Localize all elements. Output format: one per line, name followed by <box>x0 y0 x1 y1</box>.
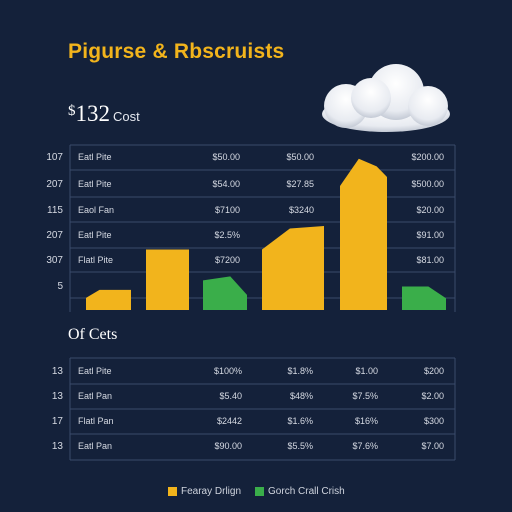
cell-value: $27.85 <box>286 179 314 189</box>
cell-value: $200 <box>424 366 444 376</box>
cell-value: $7.00 <box>421 441 444 451</box>
cell-value: $91.00 <box>416 230 444 240</box>
bar <box>86 289 131 310</box>
cell-value: $16% <box>355 416 378 426</box>
legend-swatch-green <box>255 487 265 496</box>
cell-value: $7100 <box>215 205 240 215</box>
cell-value: $50.00 <box>212 152 240 162</box>
bar <box>340 158 387 310</box>
cell-value: $5.40 <box>219 391 242 401</box>
bar <box>262 226 324 310</box>
cell-value: $3240 <box>289 205 314 215</box>
row-number: 207 <box>46 230 63 241</box>
row-label: Eatl Pite <box>78 230 112 240</box>
cell-value: $1.8% <box>287 366 313 376</box>
cell-value: $54.00 <box>212 179 240 189</box>
row-number: 17 <box>52 416 64 427</box>
row-number: 107 <box>46 152 63 163</box>
cost-label: Cost <box>113 109 140 124</box>
row-label: Flatl Pite <box>78 255 113 265</box>
row-number: 13 <box>52 391 64 402</box>
cell-value: $90.00 <box>214 441 242 451</box>
cell-value: $7.5% <box>352 391 378 401</box>
legend-swatch-yellow <box>168 487 177 496</box>
cell-value: $7.6% <box>352 441 378 451</box>
cell-value: $2.00 <box>421 391 444 401</box>
bar <box>203 276 247 310</box>
cell-value: $5.5% <box>287 441 313 451</box>
cell-value: $48% <box>290 391 313 401</box>
cell-value: $50.00 <box>286 152 314 162</box>
row-label: Eatl Pite <box>78 179 112 189</box>
cell-value: $100% <box>214 366 242 376</box>
cell-value: $1.00 <box>355 366 378 376</box>
row-number: 5 <box>57 281 63 292</box>
bar <box>402 286 446 310</box>
row-number: 307 <box>46 255 63 266</box>
row-label: Eatl Pite <box>78 152 112 162</box>
legend-item: Gorch Crall Crish <box>255 486 345 497</box>
cost-value: $132 <box>68 101 110 126</box>
cell-value: $300 <box>424 416 444 426</box>
legend-label: Gorch Crall Crish <box>268 486 345 497</box>
row-label: Eatl Pan <box>78 441 112 451</box>
chart-title: Pigurse & Rbscruists <box>68 40 285 63</box>
row-number: 13 <box>52 441 64 452</box>
cell-value: $2.5% <box>214 230 240 240</box>
legend-label: Fearay Drlign <box>181 486 242 497</box>
row-number: 207 <box>46 179 63 190</box>
legend: Fearay Drlign Gorch Crall Crish <box>168 486 345 497</box>
row-label: Flatl Pan <box>78 416 114 426</box>
cloud-icon <box>322 64 450 132</box>
cell-value: $81.00 <box>416 255 444 265</box>
cell-value: $7200 <box>215 255 240 265</box>
cell-value: $20.00 <box>416 205 444 215</box>
legend-item: Fearay Drlign <box>168 486 241 497</box>
row-number: 115 <box>47 205 63 216</box>
cell-value: $1.6% <box>287 416 313 426</box>
row-label: Eatl Pan <box>78 391 112 401</box>
row-number: 13 <box>52 366 64 377</box>
row-label: Eatl Pite <box>78 366 112 376</box>
bar <box>146 249 189 310</box>
cell-value: $500.00 <box>411 179 444 189</box>
cell-value: $200.00 <box>411 152 444 162</box>
cost-summary: $132 Cost <box>68 101 140 127</box>
cell-value: $2442 <box>217 416 242 426</box>
section-title: Of Cets <box>68 326 118 343</box>
row-label: Eaol Fan <box>78 205 114 215</box>
